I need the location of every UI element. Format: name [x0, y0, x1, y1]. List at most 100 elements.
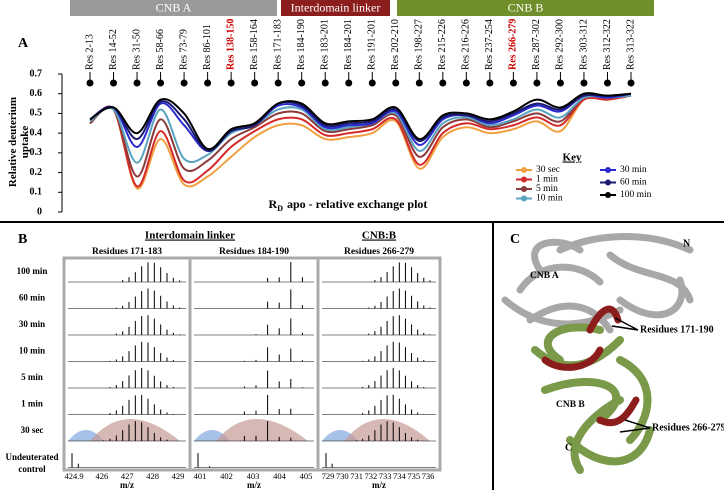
x-tick-dot [321, 79, 329, 87]
x-tick-label: Res 14-52 [108, 29, 119, 70]
spectrum-title: Residues 171-183 [92, 247, 162, 257]
legend-label: 100 min [620, 190, 652, 200]
y-tick-label: 0.5 [30, 108, 43, 119]
row-label: Undeuterated control [5, 452, 59, 474]
x-tick-label: Res 183-201 [320, 19, 331, 70]
x-tick-dot [462, 79, 470, 87]
structure-label: Residues 171-190 [640, 324, 714, 335]
x-axis-label-part: R [269, 197, 278, 211]
x-tick-dot [603, 79, 611, 87]
spectrum-title: Residues 184-190 [219, 247, 289, 257]
spectrum-box [316, 256, 442, 472]
legend-title: Key [563, 152, 582, 164]
x-tick-label: Res 184-190 [296, 19, 307, 70]
x-tick-label: 428 [146, 471, 159, 481]
legend-label: 1 min [536, 175, 558, 185]
x-tick-label: Res 266-279 [508, 19, 519, 70]
x-tick-dot [274, 79, 282, 87]
ribbon [516, 263, 604, 294]
x-tick-dot [110, 79, 118, 87]
domain-bar-label: Interdomain linker [291, 0, 381, 14]
ribbon [570, 396, 624, 474]
x-tick-dot [157, 79, 165, 87]
x-tick-dot [415, 79, 423, 87]
legend-marker [605, 167, 611, 173]
x-tick-label: 730 [336, 471, 349, 481]
structure-label: CNB A [530, 271, 559, 281]
x-tick-label: 427 [121, 471, 134, 481]
x-tick-label: 401 [194, 471, 207, 481]
legend-marker [521, 195, 527, 202]
legend-label: 30 sec [536, 165, 560, 175]
x-tick-dot [133, 79, 141, 87]
x-tick-dot [556, 79, 564, 87]
x-tick-dot [580, 79, 588, 87]
row-label: 30 min [19, 319, 45, 329]
panel-label: C [510, 232, 520, 247]
x-tick-label: 731 [350, 471, 363, 481]
spectrum-panel [68, 262, 186, 468]
x-tick-label: Res 73-79 [178, 29, 189, 70]
panel-label: A [18, 36, 29, 51]
pointer [611, 325, 639, 331]
ribbon [541, 378, 621, 424]
x-tick-label: Res 138-150 [225, 19, 236, 70]
ribbon [501, 296, 624, 328]
x-tick-label: Res 312-322 [602, 19, 613, 70]
pointer [624, 419, 651, 429]
y-tick-label: 0.7 [30, 68, 43, 79]
legend-label: 30 min [620, 165, 647, 175]
legend-label: 5 min [536, 184, 558, 194]
spectrum-panel [194, 262, 314, 468]
legend-marker [605, 192, 611, 198]
row-label: 30 sec [21, 425, 44, 435]
x-tick-dot [509, 79, 517, 87]
x-tick-label: Res 2-13 [84, 34, 95, 70]
x-tick-label: Res 292-300 [555, 19, 566, 70]
x-tick-label: 735 [407, 471, 420, 481]
pointer [619, 427, 651, 433]
x-tick-label: 405 [300, 471, 313, 481]
ribbon [606, 251, 694, 304]
envelope-red [216, 419, 308, 441]
x-tick-label: Res 216-226 [461, 19, 472, 70]
structure-label: N [683, 238, 691, 249]
x-tick-dot [345, 79, 353, 87]
row-label: 100 min [17, 266, 48, 276]
structure-label: CNB B [556, 400, 585, 410]
ribbon [566, 426, 654, 466]
x-axis-label: RD apo - relative exchange plot [269, 197, 428, 214]
legend-label: 60 min [620, 178, 647, 188]
domain-bar [70, 0, 277, 16]
spectrum-panel [322, 262, 436, 468]
ribbon [616, 356, 652, 444]
x-axis-label: m/z [372, 480, 386, 490]
y-tick-label: 0.4 [30, 127, 43, 138]
row-label: 60 min [19, 293, 45, 303]
x-tick-dot [392, 79, 400, 87]
ribbon [541, 346, 604, 371]
legend-marker [521, 186, 527, 192]
x-tick-label: Res 313-322 [625, 19, 636, 70]
domain-bar [397, 0, 654, 16]
series-line [89, 94, 632, 190]
ribbon [596, 396, 640, 426]
series-line [89, 94, 632, 178]
x-tick-label: 426 [96, 471, 109, 481]
x-tick-label: Res 158-164 [249, 19, 260, 70]
x-tick-label: Res 215-226 [437, 19, 448, 70]
x-tick-dot [204, 79, 212, 87]
x-tick-label: 429 [172, 471, 185, 481]
x-tick-label: Res 184-201 [343, 19, 354, 70]
legend-marker [521, 167, 527, 173]
y-axis-label: Relative deuterium uptake [7, 96, 31, 188]
x-tick-label: Res 202-210 [390, 19, 401, 70]
x-axis-label: m/z [120, 480, 134, 490]
legend-marker [605, 179, 611, 186]
x-tick-label: Res 191-201 [367, 19, 378, 70]
x-tick-label: 736 [422, 471, 435, 481]
x-tick-dot [627, 79, 635, 87]
x-tick-label: 424.9 [64, 471, 83, 481]
ribbon [531, 238, 584, 274]
